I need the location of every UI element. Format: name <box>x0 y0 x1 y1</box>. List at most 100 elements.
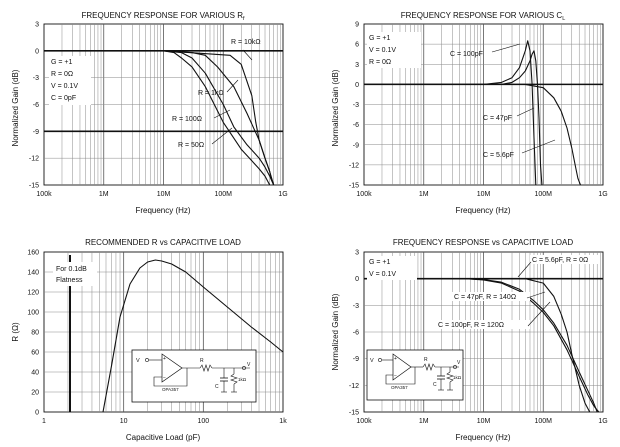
schematic-vo-node <box>453 365 457 369</box>
chart-frcl-conditions-bg <box>367 256 417 280</box>
chart-cl-cond-vo: V = 0.1V <box>369 47 396 54</box>
chart-frcl-xlabel: Frequency (Hz) <box>455 433 510 442</box>
opamp-symbol <box>161 353 183 383</box>
chart-cl-ytick-label: -3 <box>353 102 359 109</box>
chart-frcl-xtick-label: 10M <box>477 418 491 425</box>
chart-cl-label-100: C = 100pF <box>450 51 483 58</box>
chart-rf-series-3 <box>44 50 275 186</box>
resistor-rs <box>422 363 436 371</box>
chart-cl-conditions-bg <box>367 32 421 68</box>
chart-rf-title: FREQUENCY RESPONSE FOR VARIOUS Rf <box>81 11 245 22</box>
schematic-vin-node <box>378 358 382 362</box>
opamp-part-label: OPA357 <box>162 387 179 392</box>
schematic-vo-node <box>242 366 246 370</box>
chart-rs-note-line2: Flatness <box>56 277 83 284</box>
chart-frcl-ytick-label: -15 <box>349 410 359 417</box>
chart-rf-ytick-label: 0 <box>35 48 39 55</box>
chart-rf-label-50: R = 50Ω <box>178 142 204 149</box>
chart-rs: RECOMMENDED R vs CAPACITIVE LOAD 1601401… <box>11 238 287 442</box>
chart-frcl-ytick-label: 3 <box>355 250 359 257</box>
chart-rf-leader-100 <box>213 109 231 119</box>
chart-rs-note-line1: For 0.1dB <box>56 266 87 273</box>
schematic-rl-label: 1kΩ <box>453 375 462 380</box>
chart-cl-xtick-label: 1M <box>419 191 429 198</box>
opamp-plus: + <box>394 356 397 362</box>
chart-cl-xlabel: Frequency (Hz) <box>455 206 510 215</box>
chart-frcl-label-3-bg <box>436 320 530 329</box>
schematic-feedback <box>153 368 188 387</box>
chart-rs-title: RECOMMENDED R vs CAPACITIVE LOAD <box>85 238 241 247</box>
chart-rf-ylabel: Normalized Gain (dB) <box>11 69 20 146</box>
chart-rf-xtick-label: 1G <box>278 191 287 198</box>
schematic-vo-label: V <box>247 362 251 368</box>
chart-rf-ytick-label: -15 <box>29 183 39 190</box>
chart-frcl-xtick-label: 100M <box>534 418 552 425</box>
schematic-cl-label: C <box>433 382 437 388</box>
chart-frcl-label-100: C = 100pF, R = 120Ω <box>438 322 504 329</box>
chart-rf-cond-rs: R = 0Ω <box>51 71 73 78</box>
resistor-rs <box>199 364 213 372</box>
chart-rf-cond-cl: C = 0pF <box>51 95 76 102</box>
chart-frcl-label-1-bg <box>530 255 600 264</box>
chart-cl-ytick-label: -15 <box>349 183 359 190</box>
chart-rf-xtick-label: 10M <box>157 191 171 198</box>
chart-rf-conditions-bg <box>49 56 91 105</box>
opamp-minus: − <box>394 373 397 379</box>
chart-frcl-label-5p6: C = 5.6pF, R = 0Ω <box>532 257 588 264</box>
chart-rf-labels: R = 10kΩ R = 1kΩ R = 100Ω R = 50Ω <box>172 39 261 149</box>
chart-cl: FREQUENCY RESPONSE FOR VARIOUS CL 9 6 3 0 -3… <box>331 11 608 215</box>
chart-cl-xtick-label: 10M <box>477 191 491 198</box>
chart-rf-label-10k: R = 10kΩ <box>231 39 261 46</box>
chart-frcl-ytick-label: -9 <box>353 356 359 363</box>
chart-cl-leader-47 <box>516 107 535 117</box>
chart-frcl-ylabel: Normalized Gain (dB) <box>331 293 340 370</box>
schematic-vin-label: V <box>370 358 374 364</box>
chart-rf-cond-vo: V = 0.1V <box>51 83 78 90</box>
schematic-vin-label: V <box>136 358 140 364</box>
chart-frcl-label-47: C = 47pF, R = 140Ω <box>454 294 516 301</box>
chart-rf-xlabel: Frequency (Hz) <box>135 206 190 215</box>
chart-frcl-series-1 <box>364 278 591 413</box>
schematic-inset-left: V + − OPA357 R V C 1kΩ <box>131 349 257 403</box>
chart-cl-xtick-label: 100k <box>356 191 372 198</box>
chart-rf-series-2 <box>44 50 275 186</box>
chart-rf-ytick-label: 3 <box>35 22 39 29</box>
chart-cl-xtick-label: 1G <box>598 191 607 198</box>
chart-cl-ytick-label: 3 <box>355 62 359 69</box>
chart-rf-leader-10k <box>242 49 253 61</box>
chart-rf-ytick-label: -12 <box>29 156 39 163</box>
chart-cl-label-5p6: C = 5.6pF <box>483 152 514 159</box>
chart-cl-leader-5p6 <box>521 139 556 154</box>
chart-cl-ytick-label: -12 <box>349 162 359 169</box>
chart-frcl-leader-100 <box>527 301 551 327</box>
resistor-rl <box>230 373 238 385</box>
chart-cl-ytick-label: 0 <box>355 82 359 89</box>
opamp-part-label: OPA357 <box>391 385 408 390</box>
chart-rf-label-1k: R = 1kΩ <box>198 90 224 97</box>
chart-frcl-labels: C = 5.6pF, R = 0Ω C = 47pF, R = 140Ω C =… <box>436 255 600 329</box>
chart-cl-ytick-label: 9 <box>355 22 359 29</box>
chart-rs-xtick-label: 1 <box>42 418 46 425</box>
chart-rf-leader-1k <box>226 79 239 93</box>
chart-frcl-series-3 <box>364 278 600 413</box>
chart-rf-ytick-label: -3 <box>33 75 39 82</box>
chart-cl-ytick-label: 6 <box>355 42 359 49</box>
chart-cl-cond-gain: G = +1 <box>369 35 391 42</box>
chart-cl-ylabel: Normalized Gain (dB) <box>331 69 340 146</box>
schematic-rs-label: R <box>200 358 204 364</box>
resistor-rl <box>446 371 454 383</box>
chart-rs-xtick-label: 1k <box>279 418 287 425</box>
chart-cl-ytick-label: -6 <box>353 122 359 129</box>
chart-cl-series-2 <box>364 50 543 186</box>
chart-cl-ytick-label: -9 <box>353 142 359 149</box>
opamp-symbol <box>392 353 412 381</box>
chart-frcl-ytick-label: -3 <box>353 303 359 310</box>
opamp-minus: − <box>163 375 166 381</box>
chart-frcl-leader-47 <box>526 291 546 299</box>
chart-rf-cond-gain: G = +1 <box>51 59 73 66</box>
chart-cl-labels: C = 100pF C = 47pF C = 5.6pF <box>450 43 556 159</box>
chart-rf-xtick-label: 100M <box>214 191 232 198</box>
chart-rf: FREQUENCY RESPONSE FOR VARIOUS Rf 3 0 -3 -6… <box>11 11 288 215</box>
schematic-frame <box>131 349 257 403</box>
